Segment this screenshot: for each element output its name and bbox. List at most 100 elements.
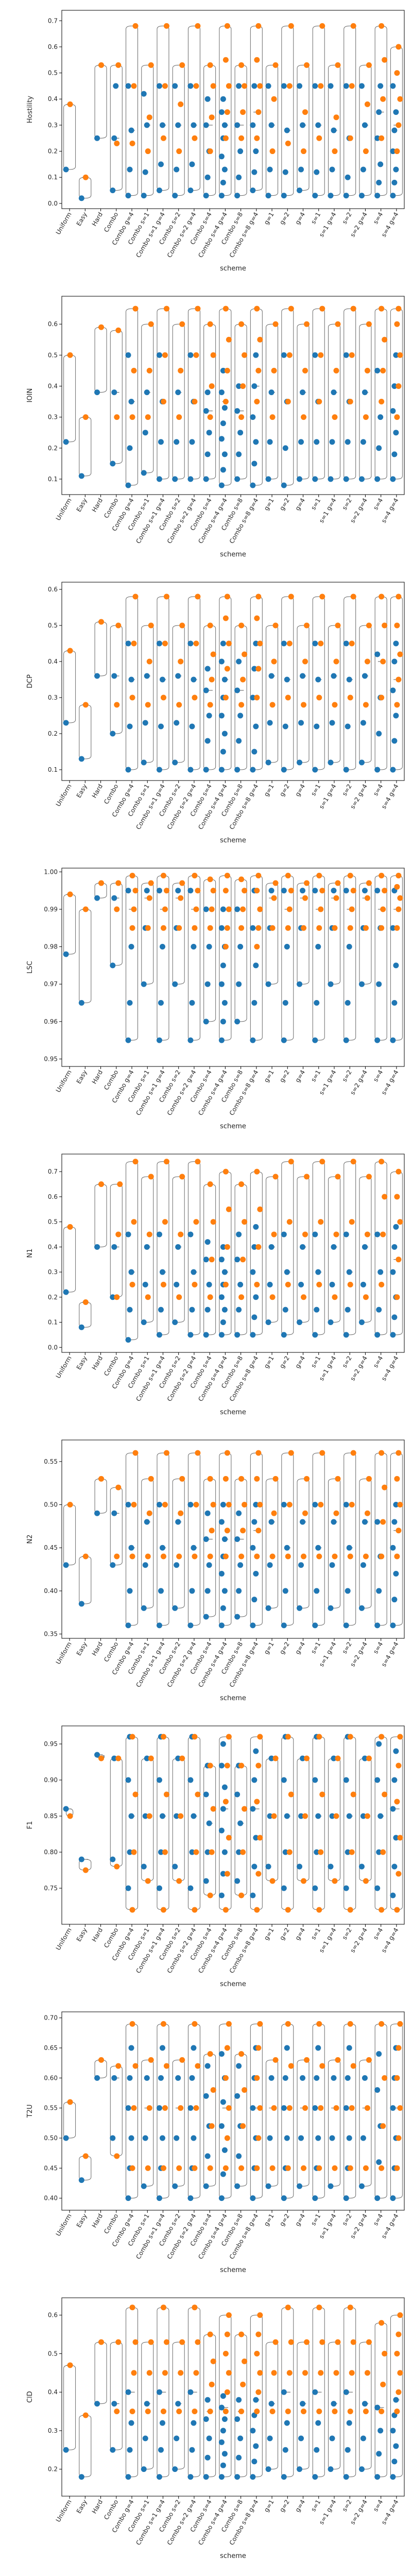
violin-outline: [63, 2102, 76, 2139]
point-series-2: [224, 873, 230, 879]
violin-outline: [110, 330, 123, 464]
point-series-1: [393, 109, 399, 115]
point-series-2: [132, 888, 139, 894]
point-series-2: [242, 1219, 248, 1225]
point-series-2: [350, 1450, 356, 1456]
point-series-1: [172, 981, 178, 987]
x-tick-label: Combo: [102, 2213, 119, 2235]
point-series-1: [253, 2443, 259, 2449]
point-series-1: [343, 193, 349, 199]
point-series-2: [394, 925, 400, 931]
point-series-2: [207, 876, 213, 883]
x-tick-label: Easy: [75, 2499, 89, 2515]
point-series-2: [333, 2370, 339, 2376]
point-series-1: [251, 83, 258, 89]
point-series-2: [222, 694, 229, 701]
point-series-2: [333, 2105, 339, 2111]
point-series-1: [315, 676, 321, 683]
point-series-2: [222, 1476, 229, 1482]
point-series-2: [347, 135, 353, 141]
point-series-1: [220, 749, 226, 755]
point-series-1: [315, 1813, 321, 1819]
x-axis-label: scheme: [220, 2266, 246, 2274]
violin-outline: [374, 1452, 387, 1626]
point-series-1: [187, 2195, 194, 2201]
point-series-1: [268, 1519, 274, 1525]
point-series-1: [144, 122, 150, 128]
point-series-1: [204, 738, 211, 744]
x-tick-label: s=2: [341, 1641, 353, 1655]
point-series-2: [301, 1294, 307, 1300]
point-series-1: [204, 981, 211, 987]
point-series-2: [301, 2409, 307, 2415]
x-tick-label: g=2: [278, 2213, 291, 2228]
x-tick-label: s=1: [310, 1355, 322, 1369]
violin-outline: [312, 875, 325, 1041]
point-series-1: [111, 135, 117, 141]
x-tick-label: Uniform: [55, 211, 73, 236]
point-series-2: [363, 2409, 369, 2415]
point-series-2: [382, 1791, 388, 1798]
point-series-2: [271, 1231, 277, 1238]
point-series-2: [316, 2021, 322, 2027]
point-series-1: [393, 2397, 399, 2403]
point-series-1: [362, 2075, 368, 2081]
y-tick-label: 0.97: [44, 980, 58, 988]
point-series-1: [391, 2459, 398, 2465]
point-series-2: [179, 880, 185, 886]
point-series-2: [67, 1224, 73, 1230]
point-series-2: [396, 1257, 402, 1263]
point-series-1: [206, 2435, 212, 2442]
point-series-2: [226, 906, 232, 912]
point-series-2: [207, 2331, 213, 2337]
point-series-1: [268, 673, 274, 679]
violin-outline: [79, 909, 92, 1004]
point-series-2: [192, 1907, 198, 1913]
point-series-2: [397, 1502, 403, 1508]
x-tick-label: s=1: [310, 1641, 322, 1655]
point-series-2: [145, 2165, 151, 2171]
violin-outline: [141, 324, 154, 473]
point-series-1: [141, 2183, 147, 2189]
point-series-1: [343, 83, 349, 89]
point-series-1: [175, 122, 181, 128]
point-series-2: [257, 906, 263, 912]
violin-outline: [63, 894, 76, 955]
point-series-2: [396, 2045, 402, 2051]
point-series-2: [129, 2165, 135, 2171]
point-series-2: [162, 83, 168, 89]
point-series-2: [210, 83, 216, 89]
point-series-1: [110, 188, 116, 194]
point-series-2: [160, 1907, 166, 1913]
point-series-1: [297, 2466, 303, 2472]
point-series-1: [125, 83, 131, 89]
y-tick-label: 0.3: [48, 694, 58, 701]
point-series-2: [195, 306, 201, 312]
point-series-1: [203, 193, 209, 199]
point-series-1: [329, 720, 335, 726]
x-tick-label: g=2: [278, 2499, 291, 2514]
point-series-2: [238, 2051, 245, 2057]
point-series-1: [346, 1545, 352, 1551]
point-series-1: [346, 676, 352, 683]
axes-frame: [61, 2297, 405, 2497]
point-series-1: [250, 1269, 256, 1275]
point-series-2: [162, 1219, 168, 1225]
point-series-1: [221, 1588, 228, 1594]
point-series-2: [394, 1476, 400, 1482]
point-series-2: [349, 906, 355, 912]
point-series-2: [145, 1294, 151, 1300]
point-series-2: [363, 1553, 369, 1560]
violin-outline: [110, 1758, 123, 1867]
point-series-1: [253, 2397, 259, 2403]
point-series-1: [220, 1806, 226, 1812]
point-series-2: [163, 306, 169, 312]
point-series-1: [314, 1000, 320, 1006]
point-series-1: [253, 1502, 259, 1508]
violin-outline: [172, 324, 185, 480]
point-series-1: [191, 944, 197, 950]
point-series-1: [189, 439, 195, 445]
